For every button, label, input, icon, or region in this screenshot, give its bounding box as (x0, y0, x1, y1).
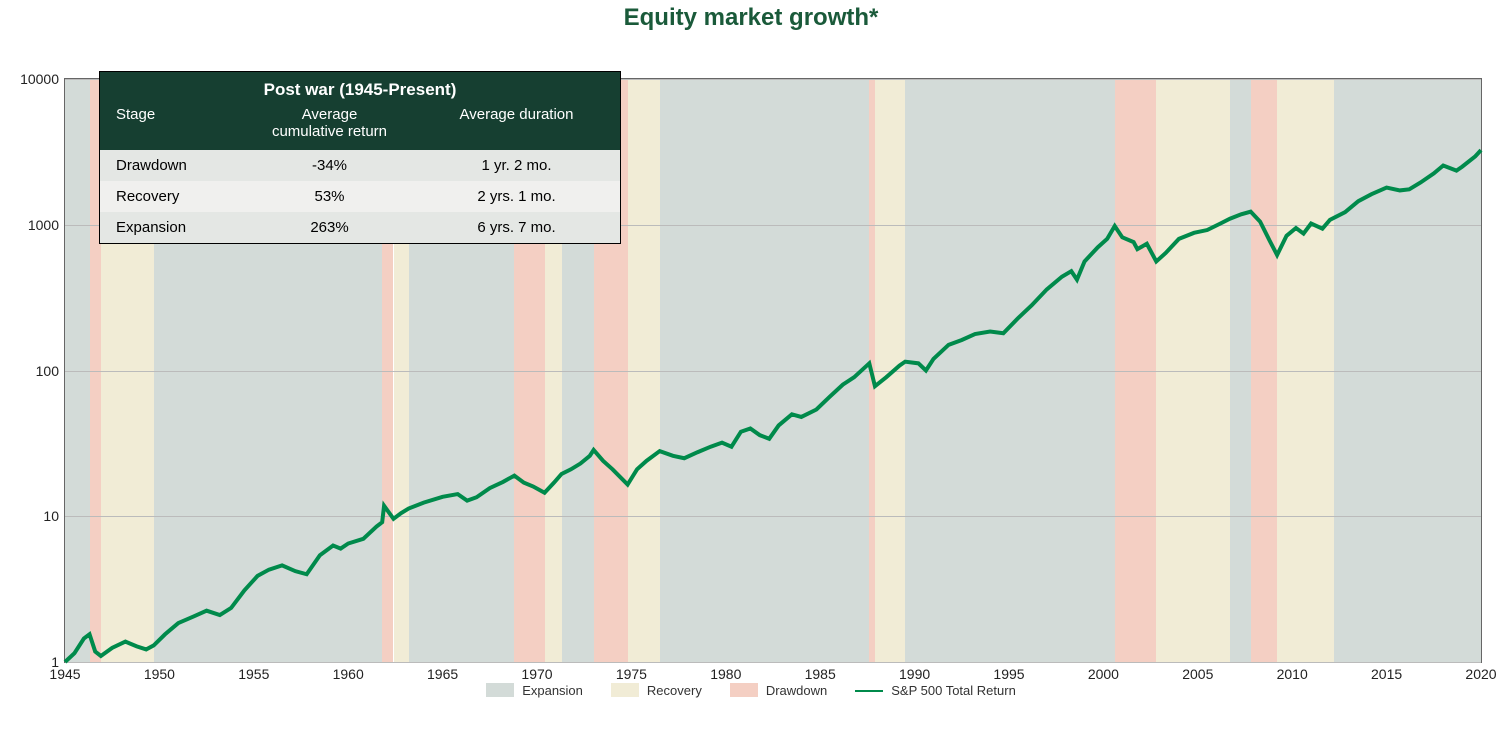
legend-swatch-drawdown (730, 683, 758, 697)
summary-col-stage: Stage (110, 106, 236, 140)
summary-table: Post war (1945-Present) Stage Averagecum… (99, 71, 621, 244)
gridline (65, 662, 1481, 663)
summary-cell-duration: 2 yrs. 1 mo. (423, 188, 610, 205)
plot-region: Post war (1945-Present) Stage Averagecum… (64, 78, 1482, 663)
summary-table-title: Post war (1945-Present) (110, 80, 610, 100)
summary-cell-duration: 1 yr. 2 mo. (423, 157, 610, 174)
legend-swatch-expansion (486, 683, 514, 697)
legend-swatch-recovery (611, 683, 639, 697)
legend-drawdown: Drawdown (730, 683, 827, 698)
legend-line-sample (855, 690, 883, 692)
legend-expansion: Expansion (486, 683, 583, 698)
summary-col-duration: Average duration (423, 106, 610, 140)
summary-cell-return: 263% (236, 219, 423, 236)
chart-legend: Expansion Recovery Drawdown S&P 500 Tota… (12, 677, 1490, 703)
summary-row: Recovery53%2 yrs. 1 mo. (100, 181, 620, 212)
y-tick-label: 10 (43, 508, 65, 524)
y-tick-label: 1000 (28, 217, 65, 233)
legend-line: S&P 500 Total Return (855, 683, 1016, 698)
summary-cell-return: -34% (236, 157, 423, 174)
summary-cell-stage: Recovery (110, 188, 236, 205)
chart-title: Equity market growth* (0, 0, 1502, 40)
legend-label-line: S&P 500 Total Return (891, 683, 1016, 698)
summary-cell-stage: Expansion (110, 219, 236, 236)
legend-label-drawdown: Drawdown (766, 683, 827, 698)
summary-cell-duration: 6 yrs. 7 mo. (423, 219, 610, 236)
legend-label-recovery: Recovery (647, 683, 702, 698)
summary-table-header: Post war (1945-Present) Stage Averagecum… (100, 72, 620, 150)
legend-recovery: Recovery (611, 683, 702, 698)
summary-row: Expansion263%6 yrs. 7 mo. (100, 212, 620, 243)
y-tick-label: 100 (36, 363, 65, 379)
summary-col-return: Averagecumulative return (236, 106, 423, 140)
summary-cell-return: 53% (236, 188, 423, 205)
legend-label-expansion: Expansion (522, 683, 583, 698)
y-tick-label: 10000 (20, 71, 65, 87)
summary-cell-stage: Drawdown (110, 157, 236, 174)
chart-area: Post war (1945-Present) Stage Averagecum… (12, 48, 1490, 703)
summary-row: Drawdown-34%1 yr. 2 mo. (100, 150, 620, 181)
